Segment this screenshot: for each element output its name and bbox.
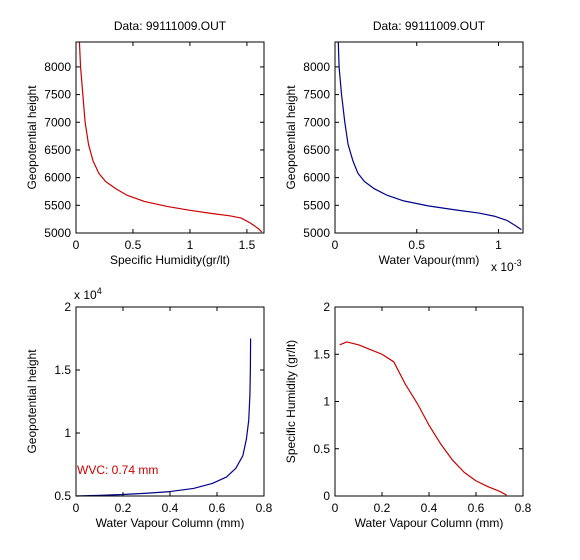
x-axis-label: Water Vapour(mm) <box>379 253 480 267</box>
chart-bottom-left: 0 0.2 0.4 0.6 0.8 0.5 1 1.5 2 Water Vapour Column… <box>25 286 273 530</box>
series-line-0 <box>337 41 522 231</box>
plot-area <box>76 307 264 496</box>
x-tick-label: 0.6 <box>209 501 226 515</box>
x-tick-label: 0.5 <box>125 238 142 252</box>
plot-area <box>335 42 523 233</box>
x-tick-label: 0 <box>332 238 339 252</box>
x-axis-label: Water Vapour Column (mm) <box>96 516 245 530</box>
series-line-0 <box>75 338 252 497</box>
plot-area <box>76 42 264 233</box>
y-tick-label: 1.5 <box>54 363 71 377</box>
x-tick-label: 0.2 <box>115 501 132 515</box>
wvc-annotation: WVC: 0.74 mm <box>77 463 158 477</box>
x-axis-multiplier: x 10-3 <box>491 258 522 274</box>
y-tick-label: 5500 <box>44 198 71 212</box>
y-tick-label: 7500 <box>303 88 330 102</box>
chart-title: Data: 99111009.OUT <box>114 19 227 33</box>
y-tick-label: 7000 <box>44 115 71 129</box>
series-line-0 <box>339 341 507 496</box>
x-tick-label: 0.8 <box>256 501 273 515</box>
y-axis-label: Geopotential height <box>25 349 39 454</box>
y-tick-label: 6000 <box>44 171 71 185</box>
x-tick-label: 0 <box>73 501 80 515</box>
y-tick-label: 1 <box>323 395 330 409</box>
y-tick-label: 6500 <box>44 143 71 157</box>
x-axis-label: Specific Humidity(gr/lt) <box>110 253 230 267</box>
y-tick-label: 5500 <box>303 198 330 212</box>
x-tick-label: 1 <box>187 238 194 252</box>
x-tick-label: 0.2 <box>374 501 391 515</box>
y-tick-label: 0.5 <box>54 489 71 503</box>
y-tick-label: 5000 <box>303 226 330 240</box>
series-line-0 <box>78 41 263 233</box>
x-tick-label: 0.4 <box>421 501 438 515</box>
y-tick-label: 7000 <box>303 115 330 129</box>
x-tick-label: 1 <box>495 238 502 252</box>
x-tick-label: 1.5 <box>239 238 256 252</box>
x-axis-label: Water Vapour Column (mm) <box>355 516 504 530</box>
y-tick-label: 6500 <box>303 143 330 157</box>
y-tick-label: 8000 <box>44 60 71 74</box>
chart-top-left: 0 0.5 1 1.5 5000 5500 6000 6500 7000 7500 8000 Data… <box>25 19 265 267</box>
y-tick-label: 2 <box>64 300 71 314</box>
x-tick-label: 0.4 <box>162 501 179 515</box>
y-axis-label: Specific Humidity (gr/lt) <box>284 340 298 463</box>
y-axis-label: Geopotential height <box>284 85 298 190</box>
y-tick-label: 0.5 <box>313 442 330 456</box>
chart-bottom-right: 0 0.2 0.4 0.6 0.8 0 0.5 1 1.5 2 Water Vapour Colum… <box>284 300 532 530</box>
plot-area <box>335 307 523 496</box>
y-tick-label: 8000 <box>303 60 330 74</box>
y-tick-label: 5000 <box>44 226 71 240</box>
y-tick-label: 1.5 <box>313 347 330 361</box>
axes-box <box>334 41 524 234</box>
x-tick-label: 0 <box>73 238 80 252</box>
axes-box <box>75 41 265 234</box>
x-tick-label: 0.6 <box>468 501 485 515</box>
chart-top-right: 0 0.5 1 5000 5500 6000 6500 7000 7500 8000 Data: 9… <box>284 19 524 274</box>
y-tick-label: 1 <box>64 426 71 440</box>
y-tick-label: 0 <box>323 489 330 503</box>
y-tick-label: 6000 <box>303 171 330 185</box>
x-tick-label: 0 <box>332 501 339 515</box>
chart-title: Data: 99111009.OUT <box>373 19 486 33</box>
y-axis-multiplier: x 104 <box>74 286 102 302</box>
y-tick-label: 2 <box>323 300 330 314</box>
x-tick-label: 0.8 <box>515 501 532 515</box>
y-tick-label: 7500 <box>44 88 71 102</box>
y-axis-label: Geopotential height <box>25 85 39 190</box>
x-tick-label: 0.5 <box>408 238 425 252</box>
